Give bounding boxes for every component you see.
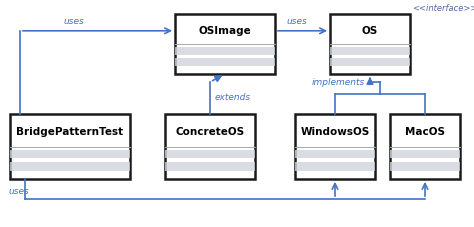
Bar — [390, 114, 460, 179]
Bar — [295, 114, 375, 179]
Text: uses: uses — [64, 17, 85, 26]
Text: BridgePatternTest: BridgePatternTest — [17, 126, 124, 136]
Bar — [390, 162, 460, 171]
Bar — [295, 162, 375, 171]
Text: uses: uses — [287, 17, 307, 26]
Text: extends: extends — [215, 93, 251, 101]
Text: ConcreteOS: ConcreteOS — [175, 126, 245, 136]
Text: MacOS: MacOS — [405, 126, 445, 136]
Bar — [165, 150, 255, 158]
Bar — [295, 150, 375, 158]
Bar — [330, 15, 410, 75]
Text: uses: uses — [8, 186, 29, 195]
Bar — [390, 150, 460, 158]
Text: <<interface>>: <<interface>> — [412, 4, 474, 13]
Bar — [10, 162, 130, 171]
Bar — [10, 150, 130, 158]
Bar — [330, 59, 410, 67]
Text: OS: OS — [362, 25, 378, 35]
Bar — [10, 114, 130, 179]
Bar — [175, 48, 275, 56]
Text: implements: implements — [312, 78, 365, 87]
Bar — [175, 59, 275, 67]
Text: OSImage: OSImage — [199, 25, 251, 35]
Bar — [165, 162, 255, 171]
Text: WindowsOS: WindowsOS — [301, 126, 370, 136]
Bar — [330, 48, 410, 56]
Bar — [175, 15, 275, 75]
Bar — [165, 114, 255, 179]
